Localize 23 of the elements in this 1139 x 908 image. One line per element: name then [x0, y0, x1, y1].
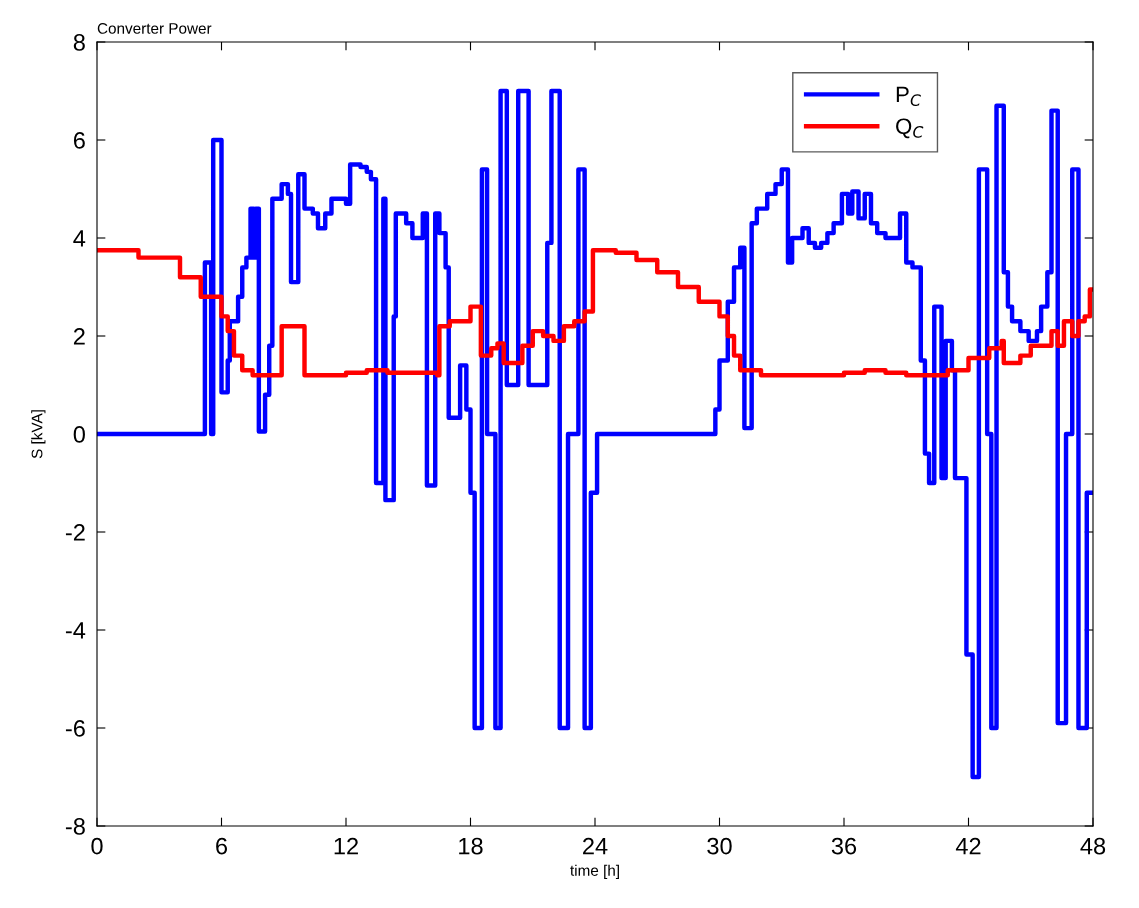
x-tick-label: 0 [91, 837, 103, 855]
y-tick-label: -8 [65, 818, 85, 835]
x-tick-label: 48 [1080, 837, 1106, 855]
x-tick-label: 42 [955, 837, 981, 855]
y-tick-label: 8 [73, 34, 85, 51]
y-tick-label: 4 [73, 230, 86, 247]
x-axis-title: time [h] [570, 864, 619, 879]
y-tick-label: -2 [65, 524, 85, 541]
x-tick-label: 36 [831, 837, 857, 855]
y-tick-label: 2 [73, 328, 85, 345]
legend-label: Q$_{C}$ [896, 118, 924, 139]
x-tick-label: 30 [707, 837, 732, 855]
x-tick-label: 18 [459, 837, 483, 855]
x-tick-label: 24 [583, 837, 608, 855]
y-tick-label: -4 [65, 622, 86, 639]
y-axis-title: S [kVA] [31, 410, 46, 459]
y-tick-label: 6 [73, 132, 85, 149]
legend-label: P$_{C}$ [896, 86, 921, 106]
chart-title: Converter Power [97, 23, 212, 34]
y-tick-label: 0 [73, 426, 85, 443]
x-tick-label: 6 [216, 837, 228, 855]
y-tick-label: -6 [65, 720, 85, 737]
x-tick-label: 12 [334, 837, 358, 855]
